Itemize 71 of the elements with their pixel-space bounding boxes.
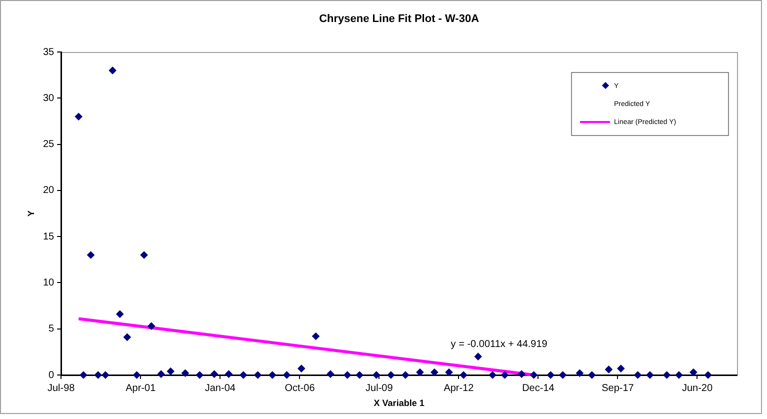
point xyxy=(576,369,584,377)
point xyxy=(372,371,380,379)
point xyxy=(530,371,538,379)
x-tick-label: Sep-17 xyxy=(602,382,634,394)
point xyxy=(605,366,612,374)
point xyxy=(157,370,165,378)
point xyxy=(387,371,395,379)
y-tick-label: 20 xyxy=(43,185,55,196)
point xyxy=(690,368,698,376)
point xyxy=(298,364,306,372)
y-axis-title: Y xyxy=(26,210,36,217)
chart-title: Chrysene Line Fit Plot - W-30A xyxy=(319,13,480,25)
point xyxy=(356,371,364,379)
point xyxy=(94,371,102,379)
point xyxy=(518,370,526,378)
x-tick-label: Apr-01 xyxy=(126,382,156,394)
point xyxy=(74,112,82,120)
y-tick-label: 5 xyxy=(48,324,55,335)
point xyxy=(634,371,642,379)
x-tick-label: Jul-09 xyxy=(366,382,394,394)
point xyxy=(133,371,140,379)
x-axis-title: X Variable 1 xyxy=(374,398,424,408)
point xyxy=(240,371,248,379)
point xyxy=(559,371,566,379)
point xyxy=(617,364,625,372)
y-tick-label: 0 xyxy=(48,370,55,381)
point xyxy=(402,371,410,379)
point xyxy=(225,370,232,378)
point xyxy=(108,66,116,74)
point xyxy=(312,332,320,340)
point xyxy=(646,371,654,379)
y-tick-label: 10 xyxy=(43,277,55,288)
point xyxy=(148,322,156,330)
y-tick-label: 30 xyxy=(43,92,55,104)
x-tick-label: Jul-98 xyxy=(48,382,76,394)
point xyxy=(102,371,110,379)
y-tick-label: 15 xyxy=(43,231,55,242)
point xyxy=(268,371,276,379)
point xyxy=(124,333,131,341)
point xyxy=(663,371,670,379)
point xyxy=(416,368,424,376)
y-tick-label: 25 xyxy=(43,139,55,150)
point xyxy=(460,371,468,379)
point xyxy=(87,251,94,259)
point xyxy=(80,371,88,379)
point xyxy=(588,371,596,379)
point xyxy=(116,310,124,318)
x-tick-label: Apr-12 xyxy=(444,382,474,394)
x-tick-label: Jun-20 xyxy=(682,382,713,394)
x-tick-label: Dec-14 xyxy=(522,382,555,394)
x-tick-label: Jan-04 xyxy=(204,382,236,394)
point xyxy=(474,352,482,360)
point xyxy=(140,251,148,259)
point xyxy=(675,371,683,379)
point xyxy=(704,371,712,379)
point xyxy=(501,371,508,379)
point xyxy=(254,371,262,379)
point xyxy=(166,368,174,376)
y-tick-label: 35 xyxy=(43,46,55,58)
point xyxy=(488,371,496,379)
point xyxy=(196,371,204,379)
point xyxy=(546,371,554,379)
point xyxy=(182,369,189,377)
point xyxy=(344,371,352,379)
x-tick-label: Oct-06 xyxy=(284,382,316,394)
point xyxy=(430,368,438,376)
point xyxy=(283,371,290,379)
annotation: y = -0.0011x + 44.919 xyxy=(450,339,548,350)
point xyxy=(445,368,453,376)
point xyxy=(210,370,218,378)
point xyxy=(326,370,334,378)
